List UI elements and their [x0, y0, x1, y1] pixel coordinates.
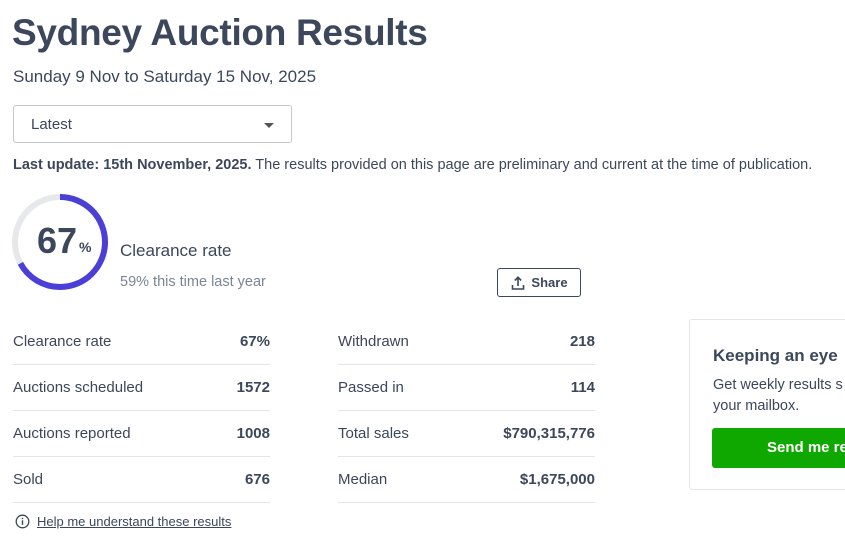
stat-label: Withdrawn — [338, 333, 409, 350]
send-me-results-button[interactable]: Send me re — [712, 428, 845, 468]
stat-value: 67% — [239, 333, 270, 350]
promo-text-line: your mailbox. — [713, 398, 800, 414]
stat-row: Sold 676 — [13, 457, 270, 503]
stat-row: Auctions reported 1008 — [13, 411, 270, 457]
stat-row: Total sales $790,315,776 — [338, 411, 595, 457]
last-update-notice: Last update: 15th November, 2025. The re… — [13, 157, 812, 173]
stat-row: Clearance rate 67% — [13, 319, 270, 365]
promo-title: Keeping an eye — [713, 346, 838, 365]
stats-table-left: Clearance rate 67% Auctions scheduled 15… — [13, 319, 270, 503]
stat-label: Sold — [13, 471, 44, 488]
period-select-value: Latest — [31, 116, 72, 133]
share-upload-icon — [512, 275, 525, 290]
caret-down-icon — [264, 123, 274, 128]
stat-row: Passed in 114 — [338, 365, 595, 411]
clearance-rate-value: 67 — [37, 220, 78, 261]
newsletter-promo-card: Keeping an eye Get weekly results s your… — [689, 319, 845, 490]
stat-label: Clearance rate — [13, 333, 112, 350]
stat-value: 1572 — [236, 379, 270, 396]
last-update-text: The results provided on this page are pr… — [251, 157, 813, 173]
help-link[interactable]: Help me understand these results — [15, 514, 231, 529]
promo-text: Get weekly results s your mailbox. — [713, 375, 845, 417]
stat-value: 218 — [569, 333, 595, 350]
period-select[interactable]: Latest — [13, 105, 292, 143]
promo-text-line: Get weekly results s — [713, 377, 843, 393]
stat-row: Withdrawn 218 — [338, 319, 595, 365]
stat-value: $1,675,000 — [519, 471, 595, 488]
date-range: Sunday 9 Nov to Saturday 15 Nov, 2025 — [13, 67, 317, 86]
info-icon — [15, 514, 30, 529]
stat-label: Total sales — [338, 425, 409, 442]
share-label: Share — [531, 275, 568, 290]
clearance-rate-label: Clearance rate — [120, 241, 232, 260]
last-update-label: Last update: 15th November, 2025. — [13, 157, 252, 173]
clearance-last-year: 59% this time last year — [120, 274, 266, 290]
stat-label: Median — [338, 471, 388, 488]
stat-value: $790,315,776 — [503, 425, 595, 442]
stat-label: Auctions reported — [13, 425, 131, 442]
stat-value: 1008 — [236, 425, 270, 442]
stat-label: Auctions scheduled — [13, 379, 144, 396]
stat-value: 676 — [244, 471, 270, 488]
stat-label: Passed in — [338, 379, 404, 396]
help-link-label[interactable]: Help me understand these results — [37, 514, 232, 529]
clearance-rate-percent-sign: % — [79, 239, 92, 255]
stats-table-right: Withdrawn 218 Passed in 114 Total sales … — [338, 319, 595, 503]
clearance-rate-gauge — [12, 194, 108, 290]
page-title: Sydney Auction Results — [12, 12, 428, 53]
share-button[interactable]: Share — [497, 268, 581, 297]
stat-row: Auctions scheduled 1572 — [13, 365, 270, 411]
stat-value: 114 — [570, 379, 595, 396]
gauge-progress-arc — [12, 194, 108, 290]
stat-row: Median $1,675,000 — [338, 457, 595, 503]
